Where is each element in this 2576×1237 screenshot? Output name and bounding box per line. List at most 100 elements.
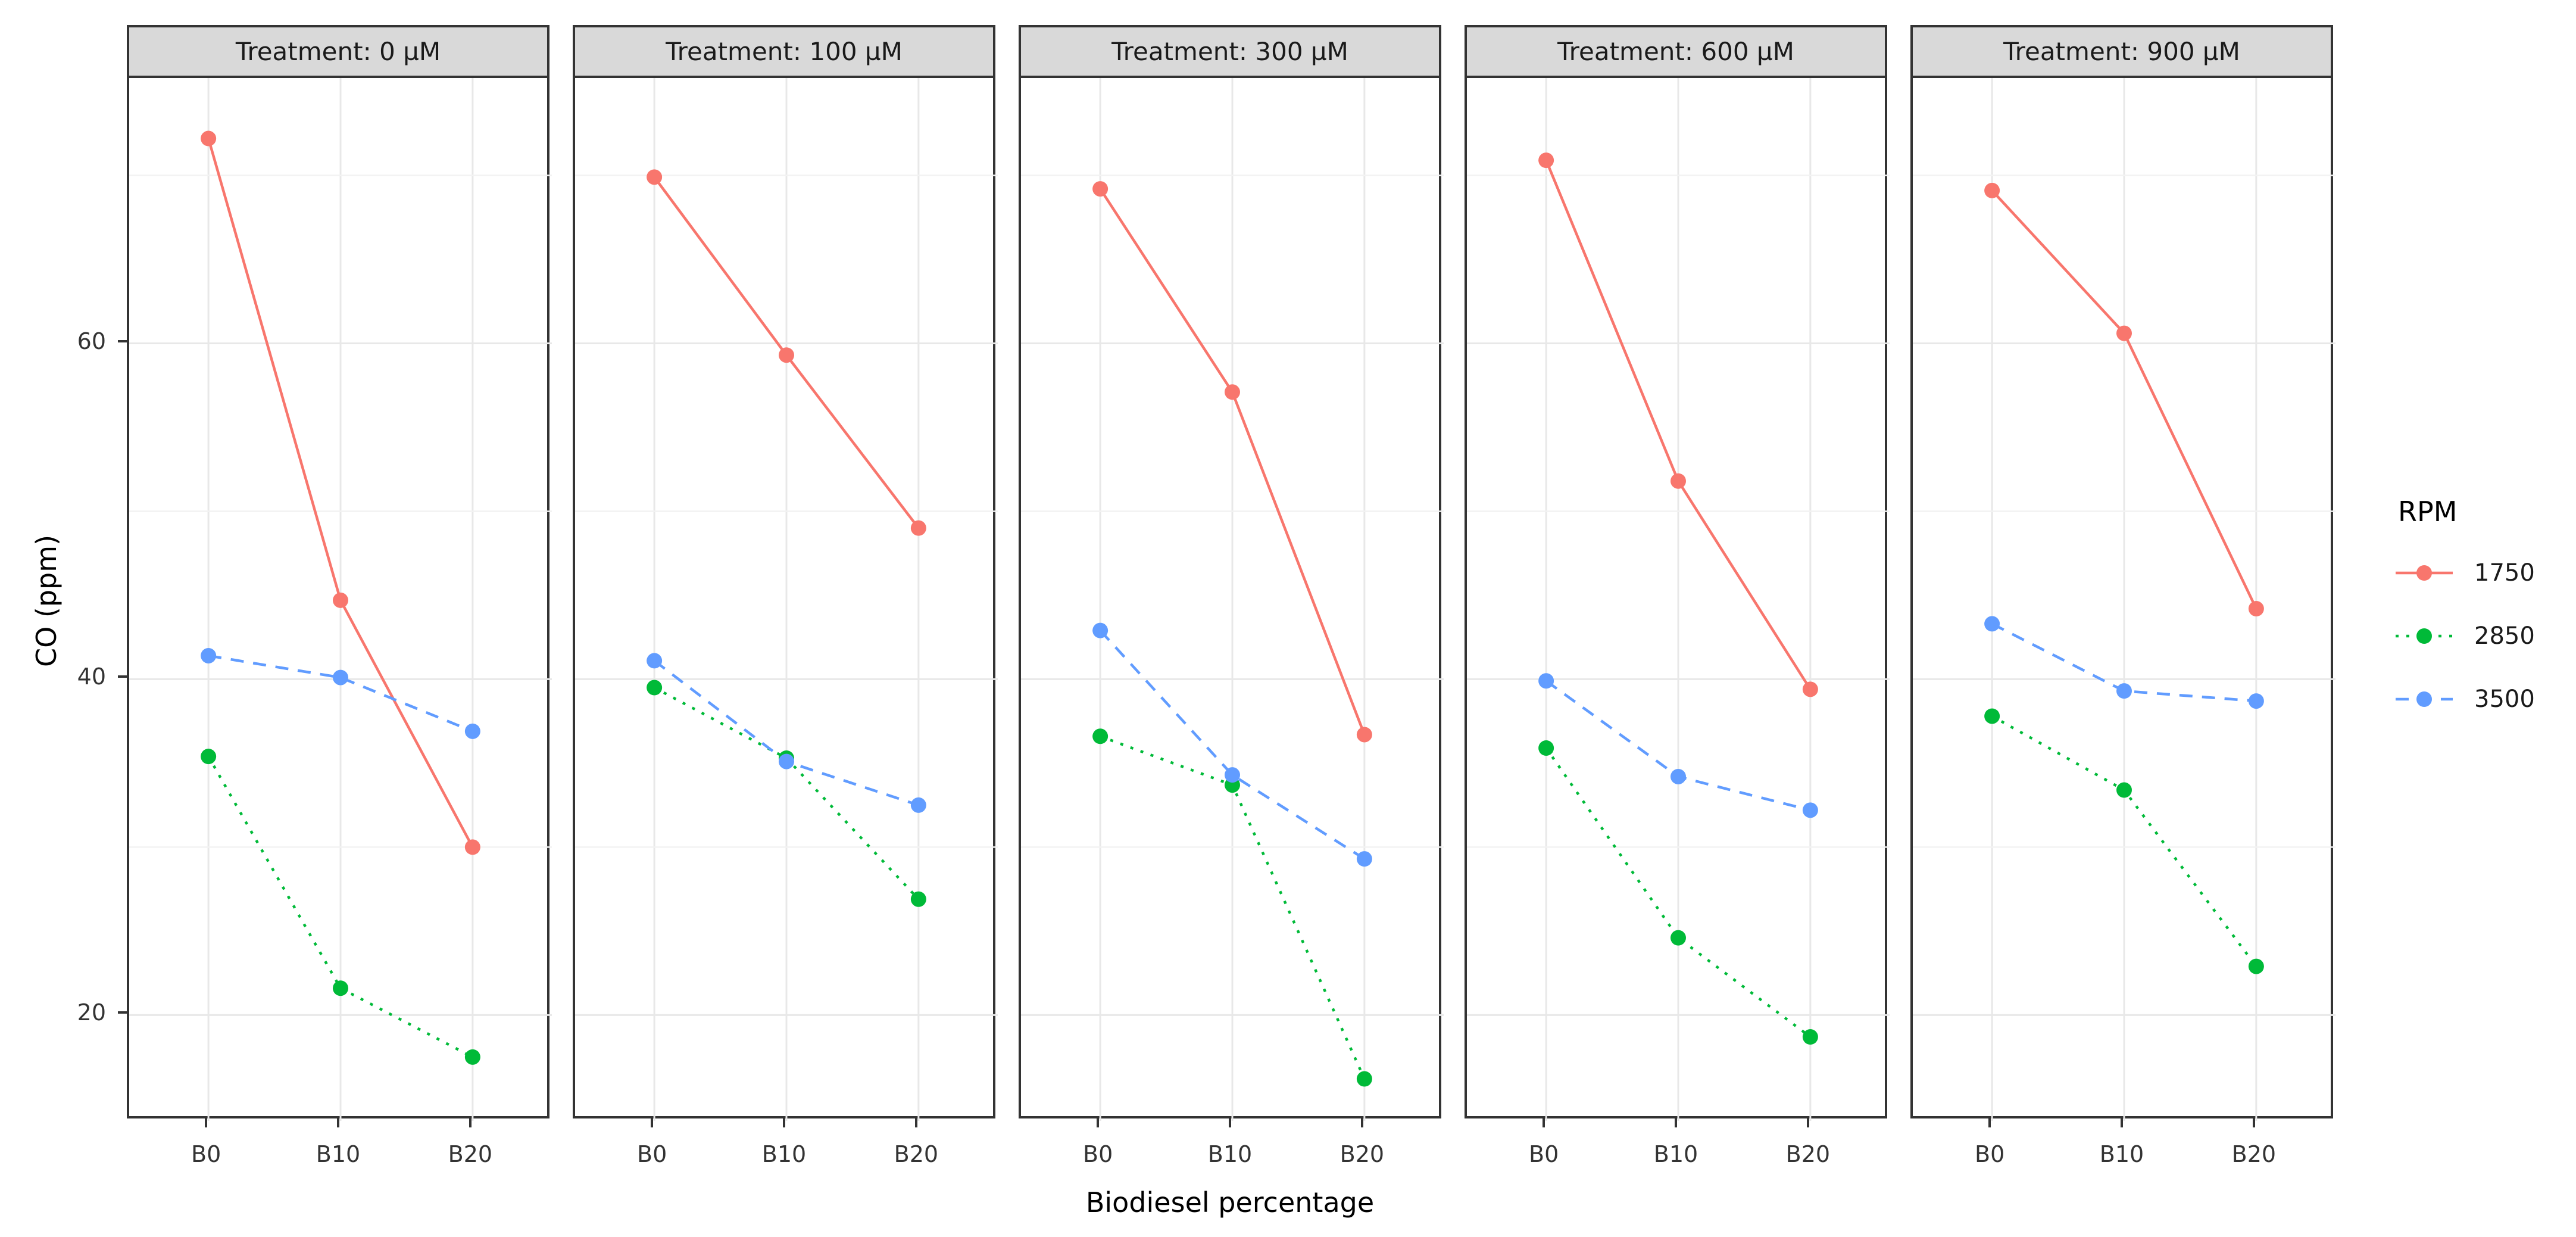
series-line-3500 — [208, 654, 473, 733]
data-point-3500-B0 — [1538, 673, 1554, 689]
facet-strip-label: Treatment: 100 µM — [666, 37, 903, 66]
data-point-3500-B20 — [910, 797, 926, 813]
x-tick-mark — [2121, 1118, 2123, 1127]
data-point-2850-B0 — [1538, 740, 1554, 756]
data-point-1750-B10 — [779, 347, 794, 363]
data-point-3500-B10 — [1225, 767, 1240, 783]
x-tick-label: B20 — [1785, 1141, 1831, 1167]
data-point-2850-B20 — [1802, 1029, 1818, 1045]
data-point-1750-B0 — [647, 169, 663, 185]
facet-strip: Treatment: 900 µM — [1910, 25, 2333, 76]
data-point-1750-B0 — [1984, 182, 2000, 198]
data-point-1750-B20 — [464, 839, 480, 855]
legend-label: 1750 — [2474, 559, 2535, 587]
x-tick-label: B0 — [1083, 1141, 1113, 1167]
data-point-3500-B0 — [1092, 622, 1109, 638]
series-line-2850 — [207, 756, 473, 1058]
data-point-2850-B10 — [2116, 782, 2132, 798]
legend-key-point — [2416, 565, 2432, 581]
x-tick-mark — [337, 1118, 339, 1127]
x-tick-mark — [1806, 1118, 1809, 1127]
plot-area — [1021, 78, 1444, 1121]
x-tick-mark — [1988, 1118, 1991, 1127]
data-point-1750-B10 — [1671, 473, 1686, 489]
x-tick-label: B20 — [448, 1141, 493, 1167]
data-point-3500-B20 — [1802, 802, 1818, 818]
plot-area — [129, 78, 552, 1121]
x-tick-mark — [1543, 1118, 1545, 1127]
data-point-1750-B20 — [2248, 601, 2264, 617]
x-tick-label: B0 — [637, 1141, 667, 1167]
y-axis-title: CO (ppm) — [30, 534, 63, 668]
data-point-1750-B10 — [333, 592, 348, 608]
x-tick-label: B10 — [2099, 1141, 2144, 1167]
x-tick-mark — [205, 1118, 208, 1127]
facet-strip-label: Treatment: 900 µM — [2003, 37, 2240, 66]
y-tick-mark — [118, 675, 127, 678]
plot-area — [575, 78, 998, 1121]
x-tick-mark — [1675, 1118, 1677, 1127]
x-tick-label: B10 — [316, 1141, 361, 1167]
data-point-2850-B0 — [1984, 708, 2000, 724]
legend-key-dotted-line-icon — [2396, 628, 2453, 644]
y-tick-label: 40 — [77, 663, 106, 690]
data-point-3500-B10 — [1671, 768, 1686, 784]
data-point-3500-B0 — [647, 653, 663, 669]
data-point-3500-B20 — [464, 723, 480, 739]
data-point-2850-B20 — [2248, 958, 2264, 974]
facet-strip: Treatment: 100 µM — [573, 25, 995, 76]
facet-strip: Treatment: 0 µM — [127, 25, 549, 76]
y-tick-mark — [118, 1011, 127, 1014]
x-tick-label: B0 — [191, 1141, 221, 1167]
legend-key-point — [2416, 691, 2432, 707]
x-tick-label: B20 — [894, 1141, 939, 1167]
x-tick-label: B0 — [1529, 1141, 1559, 1167]
x-tick-label: B20 — [1339, 1141, 1385, 1167]
data-point-2850-B10 — [1671, 930, 1686, 946]
facet-panel — [1910, 76, 2335, 1121]
plot-area — [1913, 78, 2335, 1121]
x-tick-label: B20 — [2231, 1141, 2277, 1167]
data-point-1750-B0 — [201, 130, 217, 147]
facet-panel — [1465, 76, 1890, 1121]
x-tick-label: B10 — [1207, 1141, 1253, 1167]
data-point-1750-B20 — [1802, 681, 1818, 697]
legend-label: 2850 — [2474, 622, 2535, 650]
data-point-3500-B10 — [333, 669, 348, 686]
y-tick-label: 20 — [77, 999, 106, 1026]
plot-area — [1467, 78, 1890, 1121]
facet-strip: Treatment: 300 µM — [1019, 25, 1441, 76]
x-tick-mark — [651, 1118, 654, 1127]
facet-panel — [127, 76, 552, 1121]
data-point-3500-B10 — [779, 753, 794, 769]
x-axis-title: Biodiesel percentage — [1085, 1186, 1375, 1219]
series-line-2850 — [1545, 747, 1812, 1038]
legend-title: RPM — [2398, 496, 2458, 528]
data-point-3500-B20 — [2248, 693, 2264, 709]
legend-key-dashed-line-icon — [2396, 691, 2453, 707]
x-tick-mark — [1360, 1118, 1363, 1127]
data-point-1750-B20 — [1356, 727, 1372, 743]
x-tick-mark — [1229, 1118, 1231, 1127]
x-tick-mark — [2252, 1118, 2255, 1127]
data-point-2850-B0 — [647, 680, 663, 696]
legend-label: 3500 — [2474, 686, 2535, 713]
facet-strip-label: Treatment: 300 µM — [1111, 37, 1348, 66]
data-point-3500-B0 — [201, 647, 217, 663]
data-point-3500-B20 — [1356, 851, 1372, 867]
data-point-2850-B0 — [1092, 728, 1109, 744]
data-point-1750-B0 — [1092, 181, 1109, 197]
x-tick-mark — [1097, 1118, 1100, 1127]
data-point-3500-B10 — [2116, 683, 2132, 699]
data-point-1750-B0 — [1538, 152, 1554, 169]
x-tick-label: B10 — [1653, 1141, 1698, 1167]
legend-item-3500: 3500 — [2394, 686, 2535, 712]
y-tick-mark — [118, 339, 127, 342]
data-point-2850-B20 — [464, 1049, 480, 1065]
x-tick-mark — [914, 1118, 917, 1127]
x-tick-mark — [469, 1118, 472, 1127]
x-tick-label: B10 — [761, 1141, 807, 1167]
facet-strip-label: Treatment: 0 µM — [235, 37, 441, 66]
data-point-1750-B10 — [2116, 325, 2132, 341]
facet-panel — [1019, 76, 1444, 1121]
